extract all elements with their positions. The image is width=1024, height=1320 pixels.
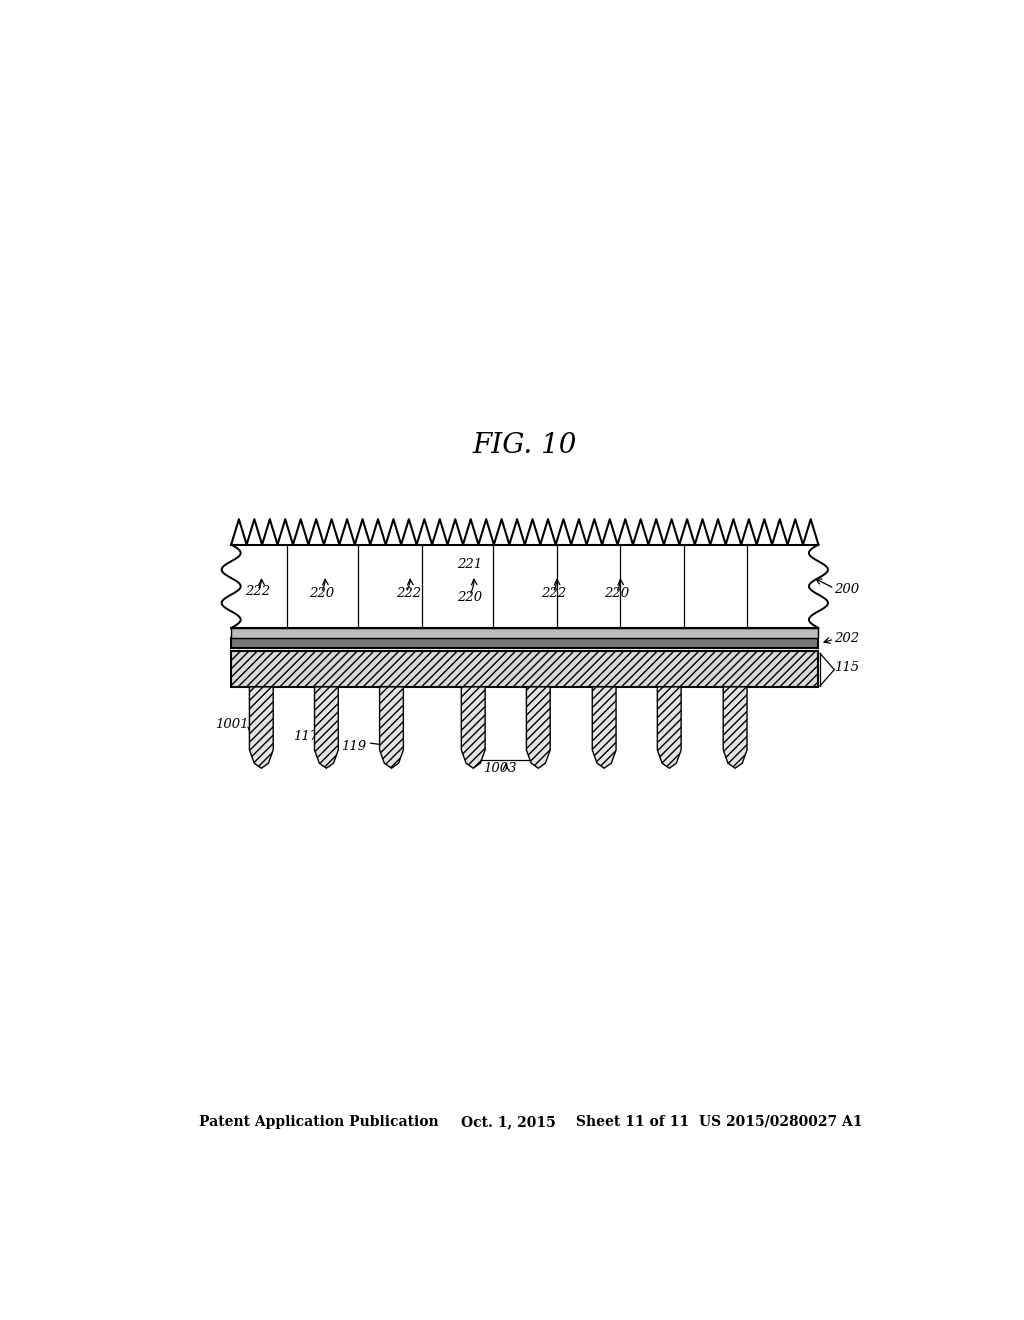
Polygon shape (657, 686, 681, 768)
Text: 220: 220 (309, 587, 334, 601)
Text: 222: 222 (541, 587, 566, 601)
Text: 221: 221 (458, 558, 482, 572)
Polygon shape (380, 686, 403, 768)
Polygon shape (250, 686, 273, 768)
Polygon shape (592, 686, 616, 768)
Text: 115: 115 (835, 661, 859, 673)
Text: 222: 222 (246, 586, 270, 598)
Bar (231, 638, 818, 648)
Text: 119: 119 (341, 741, 366, 752)
Text: 202: 202 (835, 632, 859, 645)
Text: Oct. 1, 2015: Oct. 1, 2015 (461, 1115, 556, 1129)
Text: FIG. 10: FIG. 10 (473, 432, 577, 459)
Polygon shape (657, 686, 681, 768)
Polygon shape (314, 686, 338, 768)
Polygon shape (526, 686, 550, 768)
Text: 1001: 1001 (215, 718, 249, 730)
Text: 1003: 1003 (483, 763, 517, 775)
Polygon shape (723, 686, 748, 768)
Text: 220: 220 (604, 587, 630, 601)
Text: 200: 200 (835, 583, 859, 597)
Text: 220: 220 (458, 590, 482, 603)
Polygon shape (723, 686, 748, 768)
Polygon shape (461, 686, 485, 768)
Polygon shape (592, 686, 616, 768)
Bar (231, 545, 818, 628)
Text: US 2015/0280027 A1: US 2015/0280027 A1 (699, 1115, 863, 1129)
Polygon shape (526, 686, 550, 768)
Bar (231, 651, 818, 686)
Text: 117: 117 (293, 730, 318, 743)
Text: Patent Application Publication: Patent Application Publication (200, 1115, 439, 1129)
Polygon shape (314, 686, 338, 768)
Polygon shape (380, 686, 403, 768)
Text: Sheet 11 of 11: Sheet 11 of 11 (577, 1115, 689, 1129)
Text: 222: 222 (396, 587, 421, 601)
Polygon shape (250, 686, 273, 768)
Polygon shape (461, 686, 485, 768)
Bar (231, 628, 818, 638)
